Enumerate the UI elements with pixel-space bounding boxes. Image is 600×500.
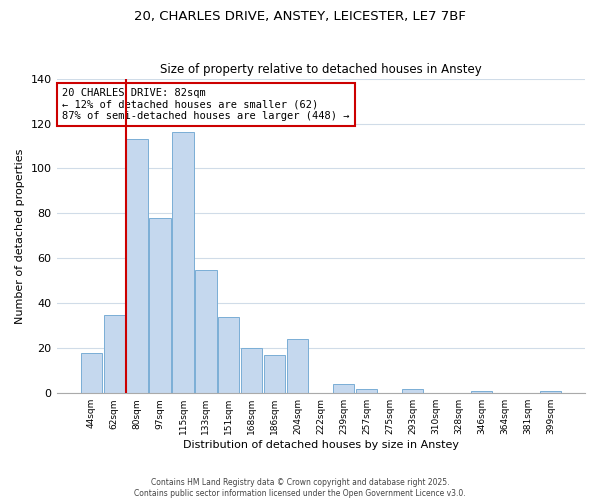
- Bar: [471, 391, 492, 393]
- Bar: [287, 340, 308, 393]
- Bar: [172, 132, 194, 393]
- Bar: [149, 218, 170, 393]
- Bar: [104, 314, 125, 393]
- Title: Size of property relative to detached houses in Anstey: Size of property relative to detached ho…: [160, 63, 482, 76]
- Bar: [264, 355, 286, 393]
- Text: 20, CHARLES DRIVE, ANSTEY, LEICESTER, LE7 7BF: 20, CHARLES DRIVE, ANSTEY, LEICESTER, LE…: [134, 10, 466, 23]
- Bar: [80, 353, 101, 393]
- Text: 20 CHARLES DRIVE: 82sqm
← 12% of detached houses are smaller (62)
87% of semi-de: 20 CHARLES DRIVE: 82sqm ← 12% of detache…: [62, 88, 349, 121]
- Bar: [241, 348, 262, 393]
- Bar: [402, 388, 423, 393]
- Bar: [196, 270, 217, 393]
- Y-axis label: Number of detached properties: Number of detached properties: [15, 148, 25, 324]
- Bar: [333, 384, 354, 393]
- Bar: [540, 391, 561, 393]
- Bar: [218, 317, 239, 393]
- X-axis label: Distribution of detached houses by size in Anstey: Distribution of detached houses by size …: [183, 440, 459, 450]
- Bar: [127, 139, 148, 393]
- Text: Contains HM Land Registry data © Crown copyright and database right 2025.
Contai: Contains HM Land Registry data © Crown c…: [134, 478, 466, 498]
- Bar: [356, 388, 377, 393]
